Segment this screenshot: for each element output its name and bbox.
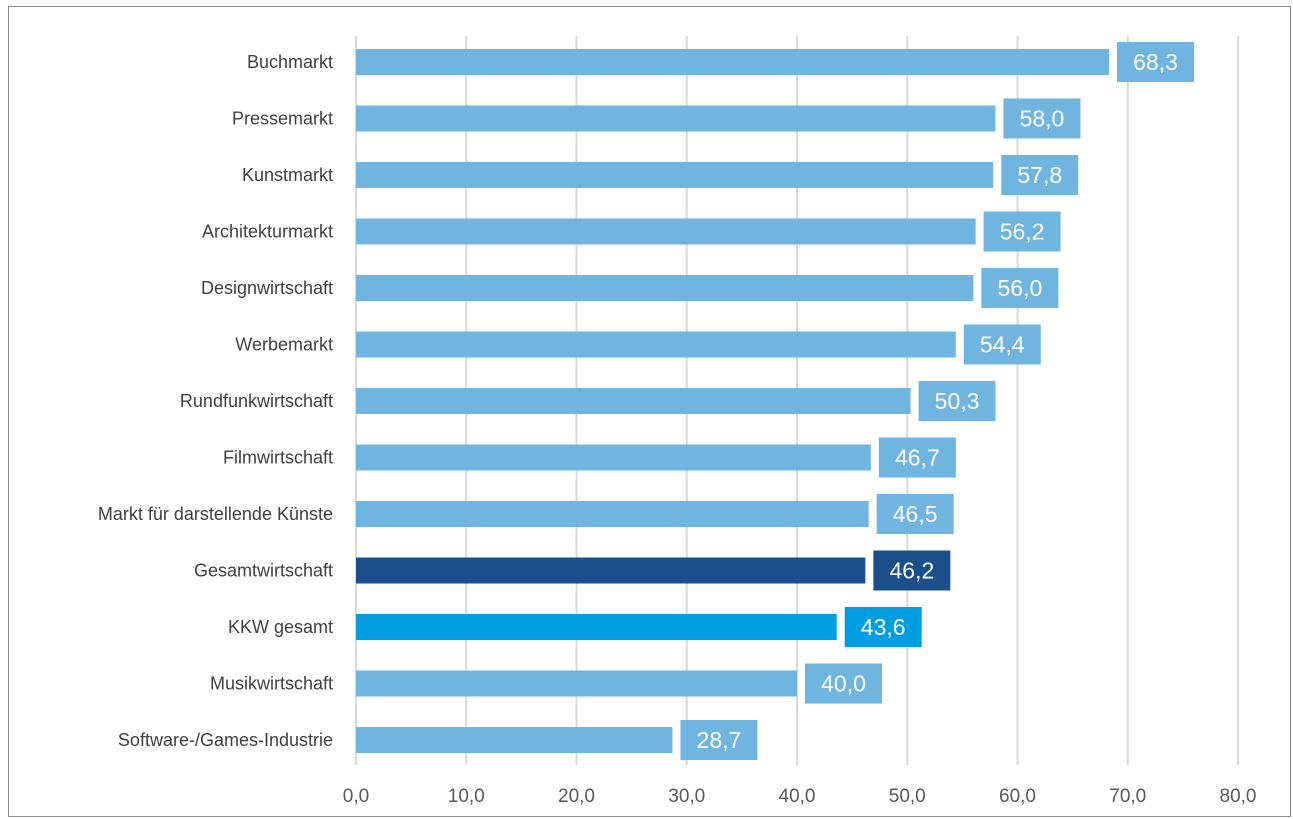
x-tick-label: 40,0 bbox=[779, 786, 816, 807]
data-label: 56,0 bbox=[998, 275, 1043, 301]
data-label-box bbox=[878, 437, 956, 478]
category-label: Markt für darstellende Künste bbox=[98, 504, 333, 524]
bar bbox=[356, 388, 911, 414]
data-label-box bbox=[1001, 155, 1079, 195]
category-label: Buchmarkt bbox=[247, 52, 333, 72]
category-label: Architekturmarkt bbox=[202, 222, 333, 242]
bar bbox=[356, 162, 994, 188]
category-label: Rundfunkwirtschaft bbox=[180, 391, 333, 411]
data-label-box bbox=[876, 494, 954, 534]
x-tick-label: 30,0 bbox=[668, 786, 705, 807]
data-label: 43,6 bbox=[861, 614, 906, 640]
data-label-box bbox=[805, 663, 882, 704]
category-label: KKW gesamt bbox=[228, 617, 333, 637]
data-label-box bbox=[1117, 42, 1195, 82]
x-tick-label: 0,0 bbox=[343, 786, 369, 807]
bar bbox=[356, 727, 673, 753]
x-tick-label: 70,0 bbox=[1109, 786, 1146, 807]
data-label: 40,0 bbox=[821, 671, 866, 697]
category-label: Designwirtschaft bbox=[201, 278, 333, 298]
data-label-box bbox=[680, 720, 758, 760]
x-tick-label: 50,0 bbox=[889, 786, 926, 807]
bar bbox=[356, 501, 869, 527]
data-label: 57,8 bbox=[1017, 162, 1062, 188]
category-label: Gesamtwirtschaft bbox=[194, 561, 333, 581]
bar bbox=[356, 670, 797, 697]
bar bbox=[356, 331, 956, 358]
data-label-box bbox=[1003, 98, 1081, 139]
data-label: 46,2 bbox=[889, 558, 934, 584]
data-label: 46,7 bbox=[895, 445, 940, 471]
category-label: Musikwirtschaft bbox=[210, 674, 333, 694]
data-label: 68,3 bbox=[1133, 49, 1178, 75]
x-tick-label: 80,0 bbox=[1220, 786, 1257, 807]
bar bbox=[356, 444, 871, 471]
bar bbox=[356, 218, 976, 245]
category-label: Filmwirtschaft bbox=[223, 448, 333, 468]
data-label-box bbox=[983, 211, 1061, 252]
data-label: 28,7 bbox=[697, 727, 742, 753]
data-label-box bbox=[873, 550, 951, 591]
data-label-box bbox=[981, 268, 1059, 308]
bar bbox=[356, 49, 1110, 75]
data-label: 58,0 bbox=[1020, 106, 1065, 132]
data-label: 46,5 bbox=[893, 501, 938, 527]
data-label: 54,4 bbox=[980, 332, 1025, 358]
bar bbox=[356, 557, 866, 584]
data-label-box bbox=[963, 324, 1041, 365]
data-label: 50,3 bbox=[935, 388, 980, 414]
category-label: Pressemarkt bbox=[232, 109, 333, 129]
data-label-box bbox=[844, 607, 922, 647]
bar bbox=[356, 614, 837, 640]
category-label: Kunstmarkt bbox=[242, 165, 333, 185]
category-label: Software-/Games-Industrie bbox=[118, 730, 333, 750]
x-tick-label: 20,0 bbox=[558, 786, 595, 807]
bar bbox=[356, 105, 996, 132]
data-label: 56,2 bbox=[1000, 219, 1045, 245]
bar bbox=[356, 275, 974, 301]
data-label-box bbox=[918, 381, 996, 421]
x-tick-label: 10,0 bbox=[448, 786, 485, 807]
category-label: Werbemarkt bbox=[235, 335, 333, 355]
x-tick-label: 60,0 bbox=[999, 786, 1036, 807]
